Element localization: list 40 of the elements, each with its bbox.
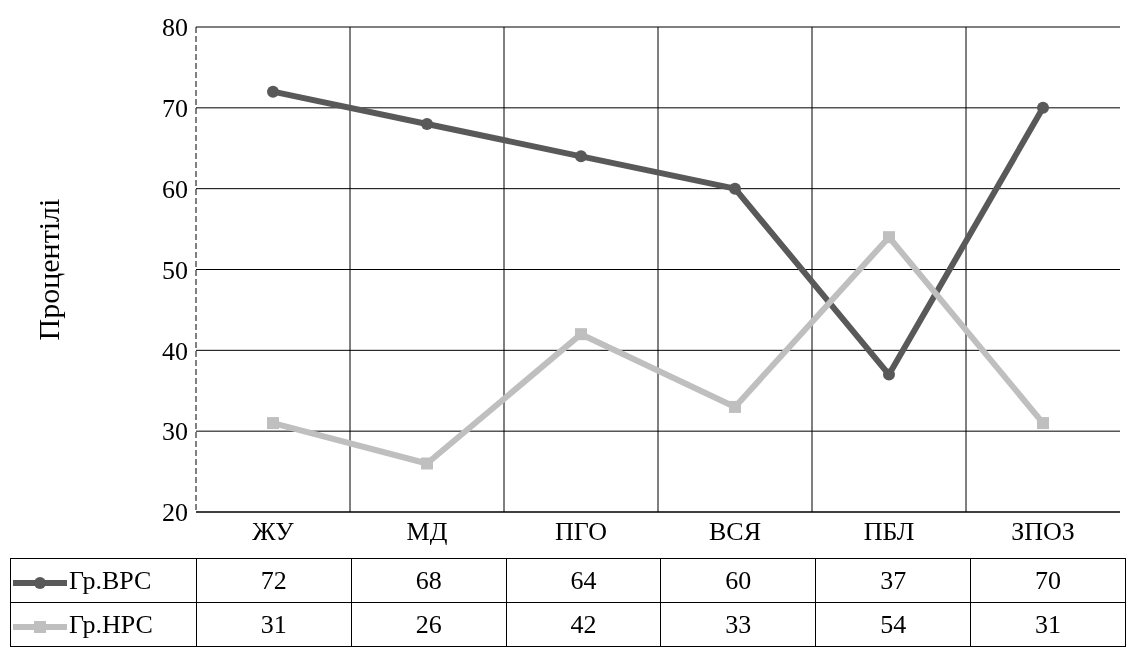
x-tick-label: ЖУ	[252, 517, 295, 547]
data-label: 31	[196, 602, 352, 647]
y-tick-label: 20	[162, 498, 188, 528]
point	[1037, 101, 1049, 114]
y-tick-label: 50	[162, 255, 188, 285]
data-label: 42	[506, 602, 661, 647]
data-label: 33	[660, 602, 816, 647]
x-tick-label: ВСЯ	[708, 517, 762, 547]
data-label: 68	[351, 558, 507, 603]
y-tick-label: 60	[162, 174, 188, 204]
point	[421, 118, 433, 130]
data-label: 31	[970, 602, 1126, 647]
legend-label: Гр.НРС	[69, 609, 153, 639]
point	[267, 417, 279, 430]
y-tick-label: 80	[162, 13, 188, 43]
point	[883, 231, 895, 244]
x-tick-label: ЗПОЗ	[1011, 517, 1075, 547]
data-label: 60	[660, 558, 816, 603]
data-label: 70	[970, 558, 1126, 603]
data-label: 26	[351, 602, 507, 647]
data-label: 64	[506, 558, 661, 603]
x-tick-label: МД	[406, 517, 448, 547]
x-tick-label: ПГО	[555, 517, 607, 547]
data-label: 72	[196, 558, 352, 603]
y-tick-label: 70	[162, 94, 188, 124]
point	[729, 182, 741, 195]
data-label: 54	[815, 602, 971, 647]
legend-label: Гр.ВРС	[69, 565, 152, 595]
y-tick-label: 40	[162, 336, 188, 366]
point	[421, 457, 433, 470]
y-axis-title: Процентілі	[31, 198, 65, 341]
y-tick-label: 30	[162, 417, 188, 447]
point	[1037, 417, 1049, 430]
point	[575, 328, 587, 341]
x-tick-label: ПБЛ	[863, 517, 915, 547]
point	[883, 368, 895, 381]
point	[267, 85, 279, 98]
data-label: 37	[815, 558, 971, 603]
point	[575, 150, 587, 163]
point	[729, 400, 741, 413]
